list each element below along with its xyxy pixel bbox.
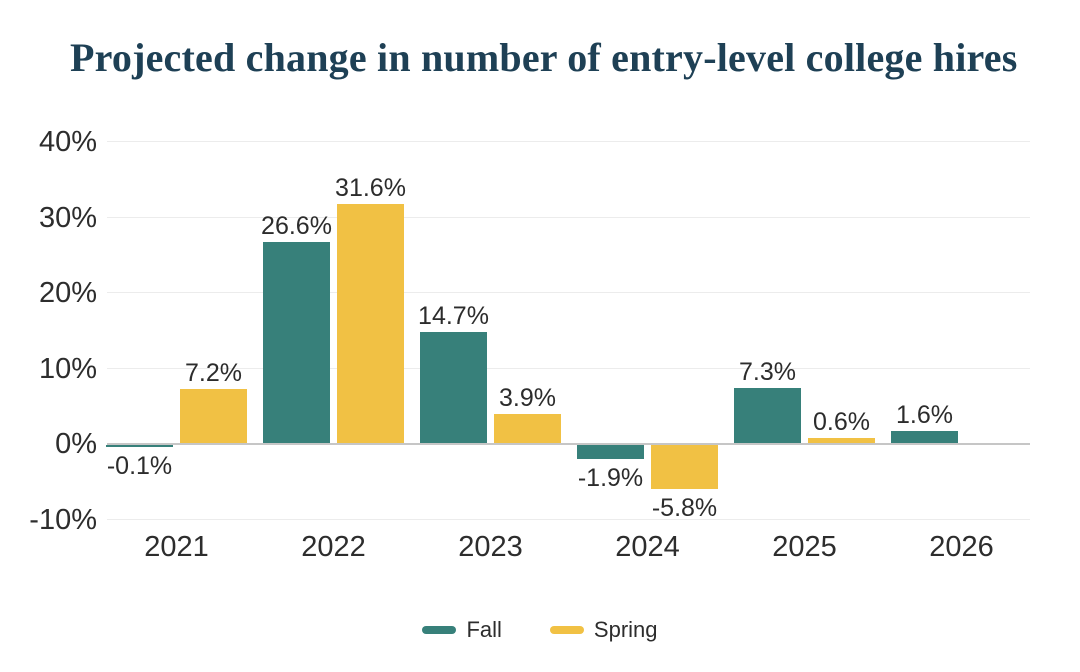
value-label-fall-2021: -0.1% xyxy=(106,451,173,480)
gridline-40 xyxy=(107,141,1030,142)
gridline--10 xyxy=(107,518,1030,520)
y-tick-30: 30% xyxy=(38,201,97,234)
y-tick-40: 40% xyxy=(38,126,97,158)
value-label-fall-2022: 26.6% xyxy=(261,212,332,241)
bar-spring-2022 xyxy=(337,204,404,443)
value-label-spring-2023: 3.9% xyxy=(499,383,556,412)
y-tick--10: -10% xyxy=(29,503,97,536)
legend-item-spring: Spring xyxy=(549,616,658,644)
y-tick-0: 0% xyxy=(55,428,97,460)
y-tick-20: 20% xyxy=(38,277,97,309)
gridline-10 xyxy=(107,367,1030,369)
legend-label-fall: Fall xyxy=(466,617,502,642)
bar-spring-2025 xyxy=(808,438,875,443)
zero-line xyxy=(107,443,1030,445)
value-label-spring-2021: 7.2% xyxy=(185,358,242,387)
gridline-30 xyxy=(107,216,1030,218)
legend-swatch-spring-icon xyxy=(549,626,584,634)
bar-fall-2022 xyxy=(263,242,330,443)
bar-fall-2023 xyxy=(420,332,487,443)
x-tick-2026: 2026 xyxy=(929,531,994,563)
value-label-spring-2024: -5.8% xyxy=(651,493,718,522)
x-tick-2021: 2021 xyxy=(144,531,209,563)
value-label-fall-2024: -1.9% xyxy=(577,464,644,493)
legend-swatch-fall-icon xyxy=(422,626,457,634)
bar-spring-2024 xyxy=(651,445,718,489)
x-tick-2023: 2023 xyxy=(458,531,523,563)
value-label-fall-2023: 14.7% xyxy=(418,302,489,330)
bar-fall-2026 xyxy=(891,430,958,443)
legend-item-fall: Fall xyxy=(422,616,502,644)
bar-spring-2023 xyxy=(494,413,561,443)
x-tick-2022: 2022 xyxy=(301,531,366,563)
gridline-20 xyxy=(107,292,1030,293)
chart-title: Projected change in number of entry-leve… xyxy=(70,35,1018,80)
bar-spring-2021 xyxy=(180,388,247,443)
bar-fall-2025 xyxy=(734,387,801,443)
legend: Fall Spring xyxy=(0,616,1080,644)
legend-label-spring: Spring xyxy=(593,617,658,642)
x-tick-2025: 2025 xyxy=(772,531,837,563)
bar-fall-2021 xyxy=(106,445,173,447)
value-label-spring-2025: 0.6% xyxy=(813,408,870,437)
bar-fall-2024 xyxy=(577,445,644,460)
x-tick-2024: 2024 xyxy=(615,531,680,563)
value-label-fall-2025: 7.3% xyxy=(739,357,796,386)
value-label-spring-2022: 31.6% xyxy=(335,174,406,203)
y-tick-10: 10% xyxy=(38,352,97,385)
value-label-fall-2026: 1.6% xyxy=(896,400,953,429)
